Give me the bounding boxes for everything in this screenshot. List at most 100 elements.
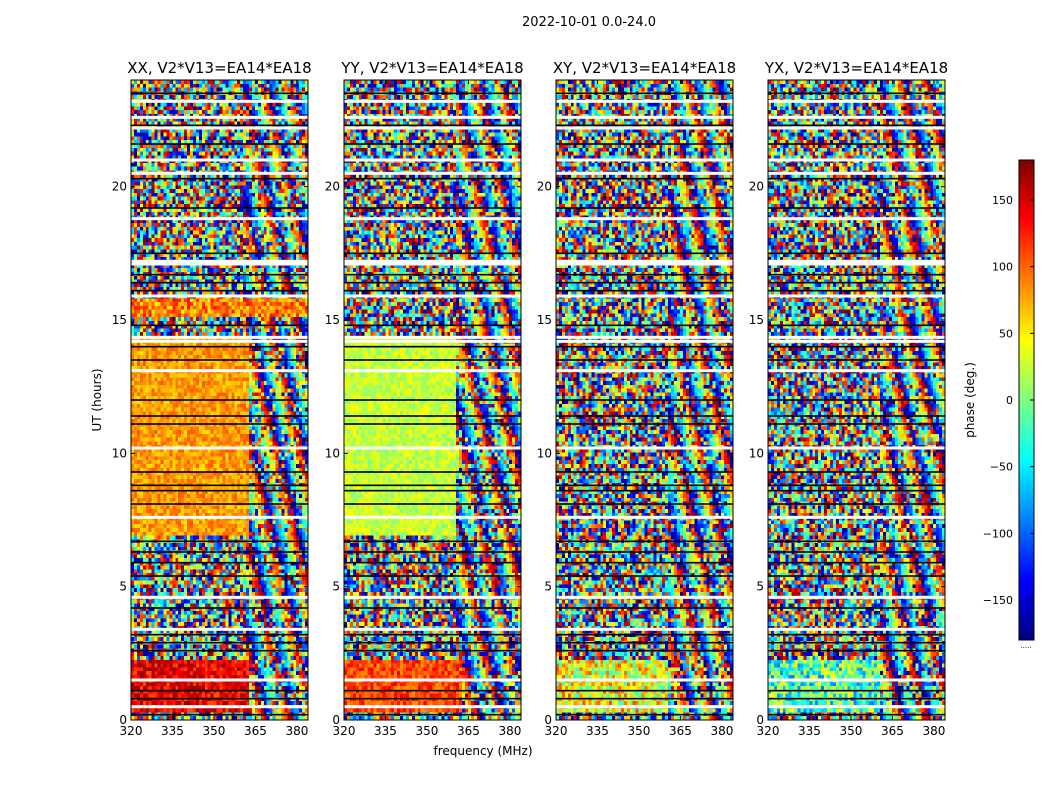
heatmap-cell [158,84,161,88]
heatmap-cell [149,88,152,92]
heatmap-cell [208,106,211,110]
heatmap-cell [137,88,140,92]
heatmap-cell [196,129,199,133]
heatmap-cell [273,84,276,88]
heatmap-cell [240,95,243,99]
heatmap-cell [199,106,202,110]
heatmap-cell [234,80,237,84]
heatmap-cell [172,129,175,133]
x-axis-label: frequency (MHz) [433,744,532,758]
heatmap-cell [134,84,137,88]
heatmap-cell [140,95,143,99]
heatmap-cell [172,106,175,110]
heatmap-cell [228,95,231,99]
heatmap-cell [281,110,284,114]
heatmap-cell [217,110,220,114]
heatmap-cell [137,103,140,107]
heatmap-cell [155,110,158,114]
heatmap-cell [163,106,166,110]
heatmap-cell [152,110,155,114]
heatmap-cell [284,103,287,107]
heatmap-cell [181,103,184,107]
heatmap-cell [293,95,296,99]
heatmap-cell [240,106,243,110]
heatmap-cell [287,129,290,133]
heatmap-cell [261,88,264,92]
heatmap-cell [237,84,240,88]
heatmap-cell [143,110,146,114]
heatmap-cell [276,103,279,107]
heatmap-cell [217,106,220,110]
heatmap-cell [228,88,231,92]
heatmap-cell [281,129,284,133]
heatmap-cell [237,80,240,84]
heatmap-cell [287,84,290,88]
heatmap-cell [158,106,161,110]
heatmap-cell [252,106,255,110]
heatmap-cell [258,129,261,133]
heatmap-cell [193,106,196,110]
heatmap-cell [137,110,140,114]
heatmap-cell [199,103,202,107]
heatmap-cell [299,110,302,114]
heatmap-cell [193,80,196,84]
heatmap-cell [270,95,273,99]
heatmap-cell [276,110,279,114]
heatmap-cell [205,110,208,114]
heatmap-cell [246,88,249,92]
heatmap-cell [234,95,237,99]
heatmap-cell [161,106,164,110]
heatmap-cell [302,103,305,107]
heatmap-cell [299,80,302,84]
heatmap-cell [222,110,225,114]
heatmap-cell [152,84,155,88]
heatmap-cell [187,88,190,92]
heatmap-cell [149,106,152,110]
heatmap-cell [258,88,261,92]
heatmap-cell [190,84,193,88]
heatmap-cell [255,88,258,92]
heatmap-cell [181,95,184,99]
heatmap-cell [146,95,149,99]
heatmap-cell [246,95,249,99]
heatmap-cell [273,95,276,99]
heatmap-cell [158,95,161,99]
heatmap-cell [279,129,282,133]
heatmap-cell [211,129,214,133]
heatmap-cell [143,84,146,88]
heatmap-cell [234,129,237,133]
heatmap-cell [152,80,155,84]
heatmap-cell [287,106,290,110]
heatmap-cell [249,80,252,84]
heatmap-cell [143,129,146,133]
heatmap-cell [279,88,282,92]
heatmap-cell [252,103,255,107]
heatmap-cell [196,80,199,84]
heatmap-cell [184,95,187,99]
heatmap-cell [161,84,164,88]
heatmap-cell [152,103,155,107]
heatmap-cell [172,95,175,99]
heatmap-cell [163,84,166,88]
heatmap-cell [222,84,225,88]
heatmap-cell [214,106,217,110]
heatmap-cell [273,103,276,107]
heatmap-cell [225,110,228,114]
heatmap-cell [264,84,267,88]
heatmap-cell [293,80,296,84]
heatmap-cell [267,88,270,92]
heatmap-cell [220,95,223,99]
heatmap-cell [246,80,249,84]
heatmap-cell [228,106,231,110]
heatmap-cell [258,106,261,110]
heatmap-cell [175,129,178,133]
heatmap-cell [190,129,193,133]
heatmap-cell [202,80,205,84]
heatmap-cell [234,88,237,92]
heatmap-cell [134,95,137,99]
heatmap-cell [166,95,169,99]
heatmap-cell [290,110,293,114]
heatmap-cell [184,80,187,84]
heatmap-cell [178,95,181,99]
heatmap-cell [231,110,234,114]
